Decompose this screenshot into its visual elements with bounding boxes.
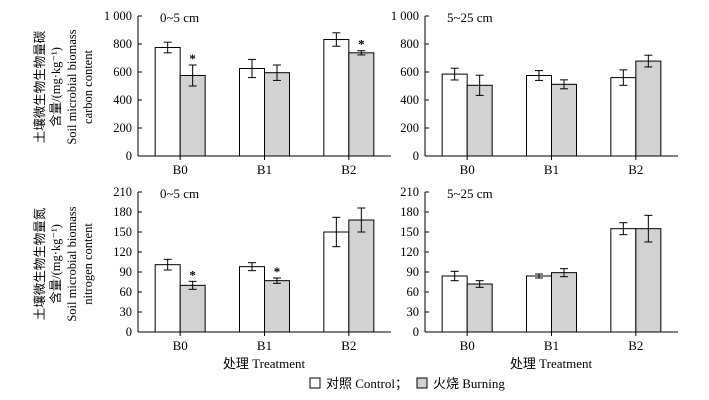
panel-title: 0~5 cm [160, 10, 199, 25]
bar-burning [348, 52, 375, 157]
significance-marker: * [358, 37, 365, 52]
y-tick-label: 120 [113, 245, 132, 259]
y-tick-label: 210 [400, 185, 419, 199]
ylabel-nitrogen-en-2: nitrogen content [81, 223, 95, 305]
bar-control [154, 47, 181, 157]
bar-control [154, 264, 181, 333]
x-tick-label: B0 [173, 162, 188, 177]
bar-control [441, 275, 468, 333]
chart-panel-2: 0 30 60 90 120 150 180 210 0~5 cm B0 * B1 * B2 [113, 185, 391, 353]
chart-panel-0: 0 200 400 600 800 1 000 0~5 cm B0 * B1 B2 * [104, 9, 391, 177]
bar-control [323, 231, 350, 333]
bar-burning [348, 219, 375, 333]
bar-burning [179, 284, 206, 333]
y-tick-label: 120 [400, 245, 419, 259]
y-tick-label: 800 [113, 37, 132, 51]
ylabel-nitrogen-cn-unit: 含量/(mg·kg⁻¹) [48, 224, 63, 304]
bar-burning [551, 272, 577, 333]
ylabel-carbon-cn: 土壤微生物生物量碳 [32, 30, 47, 143]
legend-burning-label: 火烧 Burning [433, 376, 505, 391]
y-tick-label: 0 [126, 149, 132, 163]
x-tick-label: B0 [173, 338, 188, 353]
bar-burning [635, 228, 662, 333]
x-tick-label: B1 [257, 338, 272, 353]
y-tick-label: 400 [113, 93, 132, 107]
xlabel-right: 处理 Treatment [510, 356, 593, 371]
chart-panel-1: 0 200 400 600 800 1 000 5~25 cm B0 B1 B2 [391, 9, 678, 177]
x-tick-label: B2 [628, 338, 643, 353]
bar-burning [635, 60, 662, 157]
bar-burning [466, 283, 493, 333]
bar-control [239, 68, 265, 157]
legend: 对照 Control； 火烧 Burning [309, 376, 505, 392]
panel-title: 5~25 cm [447, 10, 493, 25]
panel-title: 0~5 cm [160, 186, 199, 201]
x-tick-label: B1 [544, 338, 559, 353]
y-tick-label: 1 000 [391, 9, 419, 23]
legend-burning-swatch [416, 377, 428, 389]
bar-burning [466, 84, 493, 157]
bar-burning [179, 75, 206, 157]
bar-control [441, 73, 468, 157]
y-tick-label: 0 [126, 325, 132, 339]
significance-marker: * [274, 264, 281, 279]
bar-control [610, 228, 637, 333]
chart-panel-3: 0 30 60 90 120 150 180 210 5~25 cm B0 B1 B2 [400, 185, 678, 353]
y-tick-label: 90 [120, 265, 133, 279]
bar-control [526, 275, 552, 333]
y-tick-label: 800 [400, 37, 419, 51]
y-tick-label: 400 [400, 93, 419, 107]
y-tick-label: 180 [400, 205, 419, 219]
panel-title: 5~25 cm [447, 186, 493, 201]
bar-control [610, 77, 637, 157]
ylabel-carbon-cn-unit: 含量/(mg·kg⁻¹) [48, 47, 63, 127]
y-tick-label: 210 [113, 185, 132, 199]
bar-control [323, 39, 350, 157]
ylabel-nitrogen-cn: 土壤微生物生物量氮 [32, 207, 47, 320]
x-tick-label: B1 [257, 162, 272, 177]
y-tick-label: 200 [113, 121, 132, 135]
x-tick-label: B2 [341, 338, 356, 353]
y-tick-label: 30 [407, 305, 420, 319]
x-tick-label: B2 [341, 162, 356, 177]
y-tick-label: 90 [407, 265, 420, 279]
legend-control-label: 对照 Control； [326, 376, 408, 392]
ylabel-carbon-en: Soil microbial biomass [65, 29, 79, 144]
bar-burning [551, 83, 577, 157]
y-tick-label: 60 [120, 285, 133, 299]
y-tick-label: 0 [413, 325, 419, 339]
y-tick-label: 60 [407, 285, 420, 299]
y-tick-label: 600 [113, 65, 132, 79]
x-tick-label: B1 [544, 162, 559, 177]
y-tick-label: 180 [113, 205, 132, 219]
y-tick-label: 150 [113, 225, 132, 239]
x-tick-label: B0 [460, 162, 475, 177]
bar-control [239, 266, 265, 333]
x-tick-label: B2 [628, 162, 643, 177]
y-tick-label: 150 [400, 225, 419, 239]
y-tick-label: 600 [400, 65, 419, 79]
y-tick-label: 200 [400, 121, 419, 135]
bar-control [526, 75, 552, 157]
x-tick-label: B0 [460, 338, 475, 353]
ylabel-carbon-en-2: carbon content [81, 50, 95, 124]
bar-burning [264, 280, 290, 333]
y-tick-label: 1 000 [104, 9, 132, 23]
y-tick-label: 30 [120, 305, 133, 319]
bar-burning [264, 72, 290, 157]
y-tick-label: 0 [413, 149, 419, 163]
significance-marker: * [189, 267, 196, 282]
ylabel-nitrogen-en: Soil microbial biomass [65, 206, 79, 321]
xlabel-left: 处理 Treatment [223, 356, 306, 371]
legend-control-swatch [309, 377, 321, 389]
significance-marker: * [189, 51, 196, 66]
